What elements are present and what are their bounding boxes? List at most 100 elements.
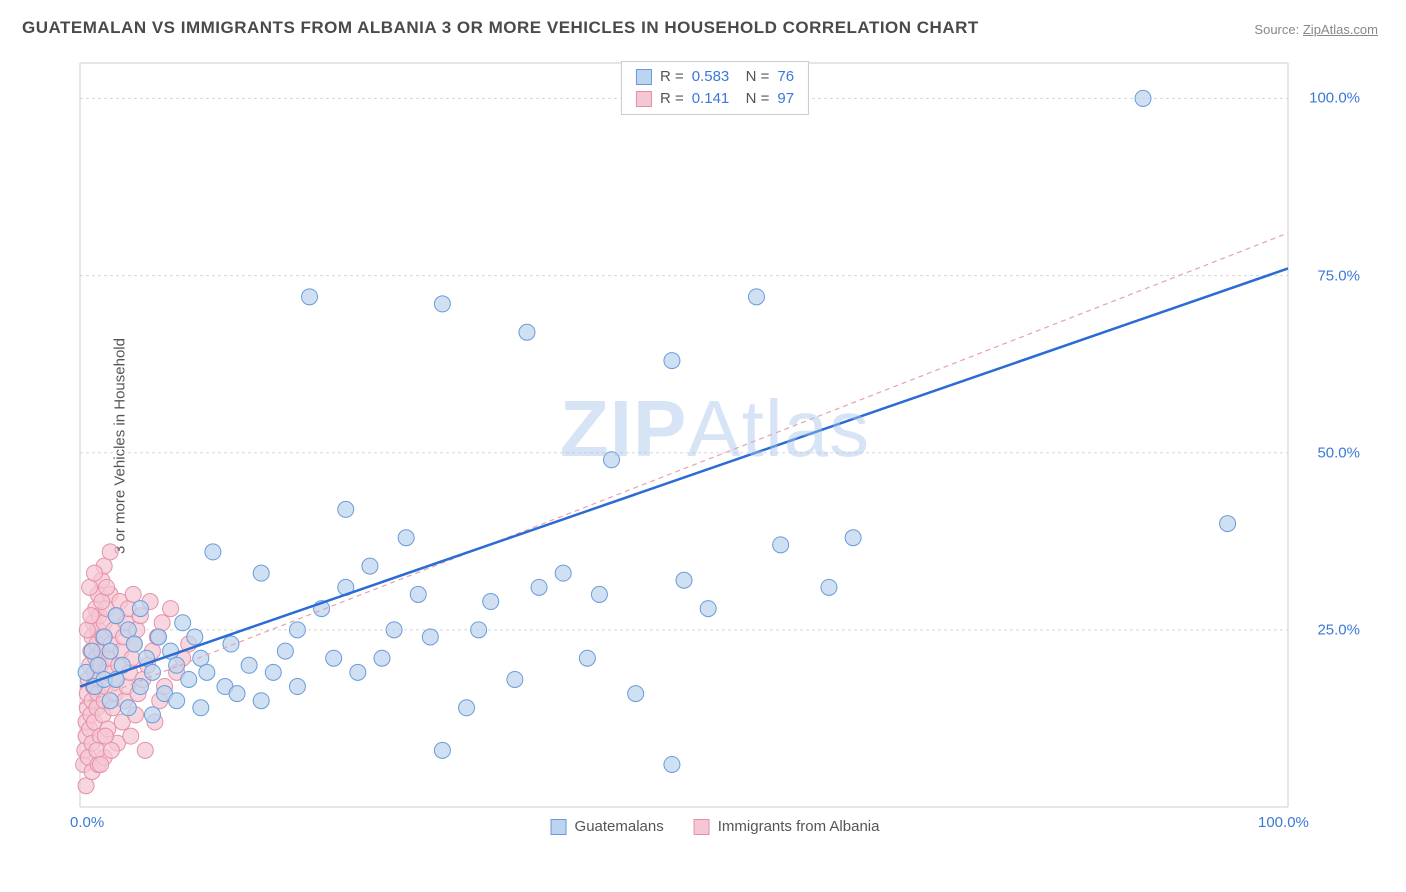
data-point <box>86 565 102 581</box>
y-tick-label: 50.0% <box>1317 444 1360 461</box>
series-legend-item: Guatemalans <box>551 818 664 835</box>
data-point <box>102 693 118 709</box>
data-point <box>398 530 414 546</box>
data-point <box>102 643 118 659</box>
data-point <box>471 622 487 638</box>
data-point <box>459 700 475 716</box>
data-point <box>773 537 789 553</box>
data-point <box>137 742 153 758</box>
trend-line <box>80 268 1288 686</box>
data-point <box>83 608 99 624</box>
data-point <box>97 728 113 744</box>
data-point <box>108 608 124 624</box>
data-point <box>154 615 170 631</box>
legend-n-value: 97 <box>777 88 794 110</box>
data-point <box>555 565 571 581</box>
data-point <box>362 558 378 574</box>
data-point <box>169 693 185 709</box>
data-point <box>483 594 499 610</box>
data-point <box>79 622 95 638</box>
data-point <box>289 679 305 695</box>
legend-r-label: R = <box>660 66 684 88</box>
data-point <box>132 601 148 617</box>
data-point <box>94 594 110 610</box>
data-point <box>93 756 109 772</box>
data-point <box>374 650 390 666</box>
data-point <box>175 615 191 631</box>
data-point <box>126 636 142 652</box>
data-point <box>386 622 402 638</box>
correlation-legend-row: R = 0.583 N = 76 <box>636 66 794 88</box>
data-point <box>193 700 209 716</box>
data-point <box>748 289 764 305</box>
data-point <box>181 671 197 687</box>
legend-r-value: 0.141 <box>692 88 730 110</box>
legend-swatch <box>551 819 567 835</box>
data-point <box>120 700 136 716</box>
data-point <box>664 756 680 772</box>
data-point <box>193 650 209 666</box>
source-attribution: Source: ZipAtlas.com <box>1254 22 1378 37</box>
data-point <box>289 622 305 638</box>
legend-n-value: 76 <box>777 66 794 88</box>
data-point <box>1220 516 1236 532</box>
data-point <box>89 742 105 758</box>
source-link[interactable]: ZipAtlas.com <box>1303 22 1378 37</box>
series-legend-label: Immigrants from Albania <box>718 818 880 835</box>
data-point <box>410 586 426 602</box>
data-point <box>579 650 595 666</box>
data-point <box>519 324 535 340</box>
data-point <box>102 544 118 560</box>
y-tick-label: 75.0% <box>1317 267 1360 284</box>
data-point <box>223 636 239 652</box>
legend-r-value: 0.583 <box>692 66 730 88</box>
data-point <box>265 664 281 680</box>
data-point <box>253 565 269 581</box>
data-point <box>326 650 342 666</box>
data-point <box>1135 90 1151 106</box>
data-point <box>82 579 98 595</box>
data-point <box>205 544 221 560</box>
legend-n-label: N = <box>737 88 769 110</box>
data-point <box>78 778 94 794</box>
data-point <box>845 530 861 546</box>
correlation-legend-row: R = 0.141 N = 97 <box>636 88 794 110</box>
data-point <box>350 664 366 680</box>
data-point <box>144 664 160 680</box>
data-point <box>434 742 450 758</box>
data-point <box>144 707 160 723</box>
legend-swatch <box>636 69 652 85</box>
data-point <box>821 579 837 595</box>
chart-title: GUATEMALAN VS IMMIGRANTS FROM ALBANIA 3 … <box>22 18 979 38</box>
source-label: Source: <box>1254 22 1299 37</box>
data-point <box>151 629 167 645</box>
data-point <box>277 643 293 659</box>
data-point <box>628 686 644 702</box>
series-legend-label: Guatemalans <box>575 818 664 835</box>
data-point <box>302 289 318 305</box>
series-legend: Guatemalans Immigrants from Albania <box>551 818 880 835</box>
data-point <box>99 579 115 595</box>
scatter-chart <box>60 55 1370 835</box>
data-point <box>700 601 716 617</box>
data-point <box>169 657 185 673</box>
data-point <box>422 629 438 645</box>
data-point <box>591 586 607 602</box>
data-point <box>84 643 100 659</box>
data-point <box>241 657 257 673</box>
x-tick-label: 100.0% <box>1258 814 1309 831</box>
legend-n-label: N = <box>737 66 769 88</box>
trend-line <box>80 233 1288 704</box>
legend-swatch <box>636 91 652 107</box>
y-tick-label: 25.0% <box>1317 621 1360 638</box>
chart-area: ZIPAtlas R = 0.583 N = 76R = 0.141 N = 9… <box>60 55 1370 835</box>
y-tick-label: 100.0% <box>1309 90 1360 107</box>
series-legend-item: Immigrants from Albania <box>694 818 880 835</box>
data-point <box>199 664 215 680</box>
data-point <box>507 671 523 687</box>
data-point <box>676 572 692 588</box>
data-point <box>125 586 141 602</box>
legend-r-label: R = <box>660 88 684 110</box>
x-tick-label: 0.0% <box>70 814 104 831</box>
data-point <box>123 728 139 744</box>
